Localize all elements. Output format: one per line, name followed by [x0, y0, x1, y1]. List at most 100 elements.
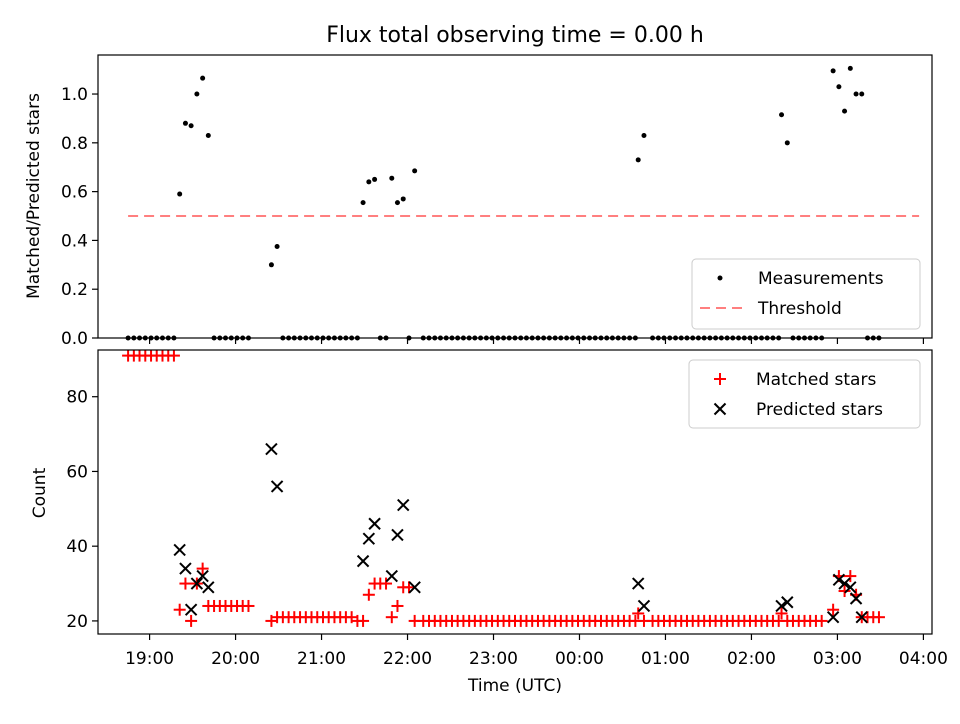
matched-star-marker	[402, 581, 415, 594]
legend-plus-glyph	[714, 373, 726, 385]
predicted-star-marker	[362, 532, 376, 545]
x-tick-label: 00:00	[555, 649, 604, 669]
predicted-star-marker	[832, 573, 846, 587]
measurement-point	[830, 68, 836, 74]
x-tick-label: 21:00	[297, 649, 346, 669]
ratio-x-ticks	[148, 338, 925, 344]
ratio-y-tick-label: 0.0	[61, 329, 88, 349]
measurement-point	[372, 176, 378, 182]
measurement-point	[853, 91, 859, 97]
count-plot-frame	[97, 349, 933, 635]
measurement-point	[274, 244, 280, 250]
measurement-point	[784, 140, 790, 146]
predicted-star-marker	[270, 480, 284, 493]
predicted-star-marker	[190, 577, 204, 590]
x-tick-label: 02:00	[727, 649, 776, 669]
matched-star-marker	[173, 603, 186, 616]
measurement-point	[188, 123, 194, 129]
measurement-point	[205, 133, 211, 139]
measurement-point	[847, 65, 853, 71]
predicted-star-marker	[775, 599, 788, 613]
ratio-y-ticks: 0.0 0.2 0.4 0.6 0.8 1.0	[61, 85, 98, 349]
matched-star-marker	[775, 607, 788, 620]
count-y-tick-label: 40	[66, 537, 88, 557]
matched-star-marker	[167, 349, 180, 362]
matched-star-marker	[185, 614, 198, 627]
x-tick-label: 20:00	[211, 649, 260, 669]
matched-star-marker	[815, 614, 828, 627]
x-tick-label: 01:00	[641, 649, 690, 669]
measurement-point	[836, 84, 842, 90]
measurement-point	[200, 75, 206, 81]
ratio-legend: Measurements Threshold	[691, 258, 921, 330]
predicted-star-marker	[391, 528, 404, 542]
ratio-y-tick-label: 0.2	[61, 280, 88, 300]
measurement-point	[360, 200, 366, 206]
matched-star-marker	[391, 599, 404, 612]
matched-star-marker	[632, 607, 645, 620]
measurement-point	[859, 91, 865, 97]
measurement-point	[635, 157, 641, 163]
x-tick-label: 23:00	[469, 649, 518, 669]
predicted-star-marker	[202, 581, 215, 594]
x-tick-label: 19:00	[125, 649, 174, 669]
count-legend: Matched stars Predicted stars	[688, 359, 921, 429]
matched-star-marker	[827, 603, 840, 616]
x-tick-label: 03:00	[813, 649, 862, 669]
predicted-star-marker	[265, 442, 278, 456]
x-tick-label: 04:00	[899, 649, 948, 669]
ratio-y-tick-label: 0.4	[61, 231, 88, 251]
measurement-point	[366, 179, 372, 185]
legend-matched-marker	[714, 373, 726, 385]
legend-measurement-marker	[717, 275, 723, 281]
predicted-star-marker	[826, 610, 840, 624]
matched-star-marker	[179, 577, 192, 590]
matched-star-marker	[872, 611, 885, 624]
ratio-plot-frame	[97, 54, 933, 339]
predicted-star-marker	[637, 599, 651, 613]
count-x-ticks: 19:00 20:00 21:00 22:00 23:00 00:00 01:00 02:00…	[125, 634, 948, 669]
matched-star-marker	[362, 588, 375, 601]
ratio-y-tick-label: 0.8	[61, 134, 88, 154]
predicted-star-marker	[184, 603, 198, 616]
matched-star-marker	[838, 585, 851, 598]
predicted-star-marker	[855, 610, 868, 624]
measurement-point	[268, 262, 274, 268]
predicted-star-marker	[632, 577, 645, 590]
predicted-star-marker	[397, 498, 410, 512]
predicted-star-marker	[179, 562, 192, 575]
legend-predicted-label: Predicted stars	[756, 400, 883, 420]
matched-star-marker	[385, 611, 398, 624]
matched-star-marker	[357, 614, 370, 627]
predicted-star-marker	[838, 577, 851, 590]
measurement-point	[641, 133, 647, 139]
x-axis-label: Time (UTC)	[467, 676, 562, 696]
legend-cross-glyph	[713, 402, 727, 416]
measurement-point	[779, 112, 785, 118]
measurement-point	[182, 120, 188, 126]
measurement-point	[394, 200, 400, 206]
ratio-legend-box	[691, 258, 921, 330]
count-y-tick-label: 60	[66, 462, 88, 482]
legend-predicted-marker	[713, 402, 727, 416]
predicted-star-marker	[196, 569, 209, 583]
count-y-ticks: 20 40 60 80	[66, 388, 98, 632]
count-y-label: Count	[30, 467, 50, 518]
predicted-star-marker	[368, 517, 381, 530]
x-tick-label: 22:00	[383, 649, 432, 669]
measurement-point	[842, 108, 848, 114]
matched-star-marker	[380, 577, 393, 590]
legend-matched-label: Matched stars	[756, 370, 876, 390]
ratio-y-tick-label: 0.6	[61, 183, 88, 203]
predicted-star-marker	[385, 569, 398, 583]
legend-measurements-label: Measurements	[758, 269, 884, 289]
predicted-star-marker	[408, 581, 421, 594]
ratio-y-label: Matched/Predicted stars	[24, 93, 44, 299]
ratio-y-tick-label: 1.0	[61, 85, 88, 105]
measurement-point	[194, 91, 200, 97]
legend-threshold-label: Threshold	[757, 299, 842, 319]
predicted-star-marker	[173, 543, 186, 557]
measurement-point	[177, 191, 183, 197]
count-plot: 20 40 60 80 19:00 20:00 21:00 22:00 23:00 00:00 0…	[30, 349, 948, 696]
